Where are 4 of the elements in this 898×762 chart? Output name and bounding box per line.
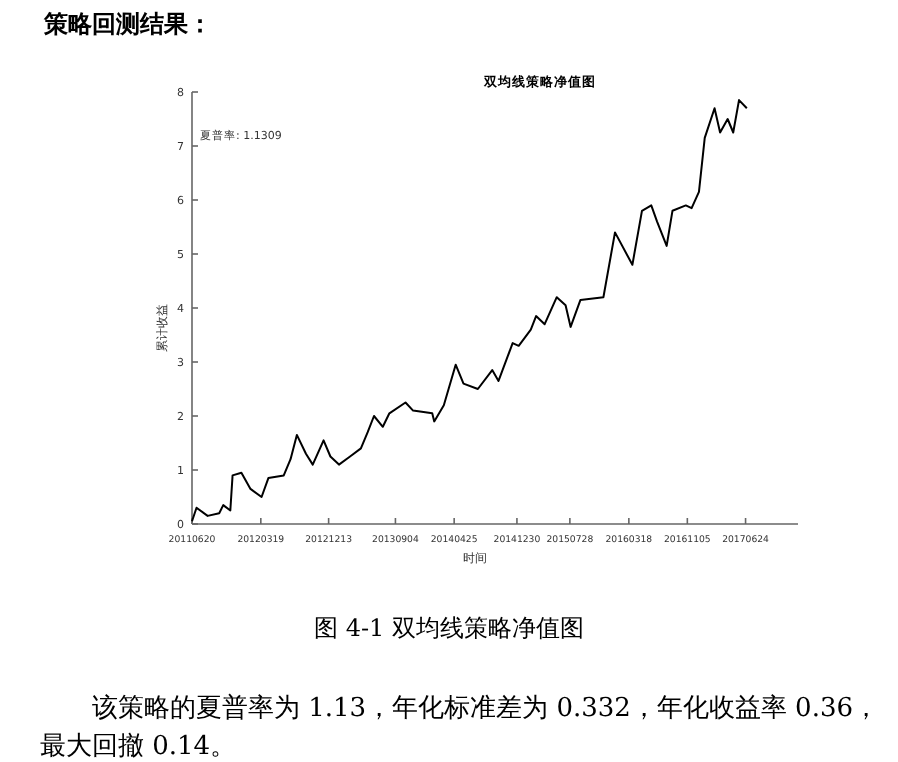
caption: 图 4-1 双均线策略净值图 <box>312 612 586 646</box>
text: 该策略的夏普率为 1.13，年化标准差为 0.332，年化收益率 0.36，最大回撤 0.14。 <box>40 691 882 762</box>
text: 策略回测结果： <box>44 8 212 42</box>
line-series <box>191 99 748 523</box>
